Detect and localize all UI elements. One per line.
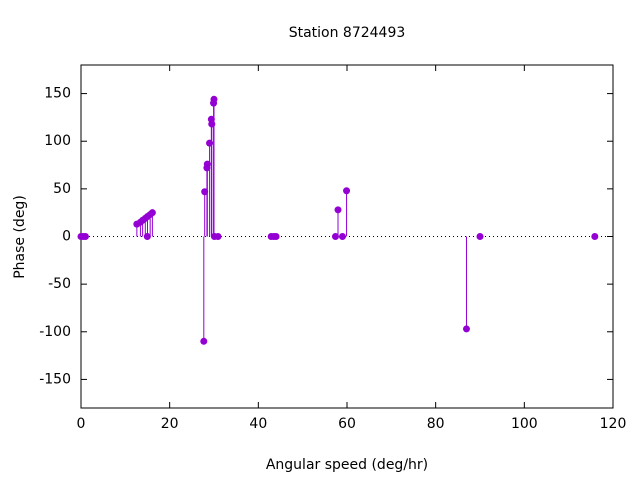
point [334, 206, 342, 214]
chart-title: Station 8724493 [289, 25, 406, 41]
point [272, 233, 280, 240]
point [214, 233, 222, 240]
point [331, 233, 339, 240]
y-tick-label: -100 [39, 324, 71, 340]
y-axis-label: Phase (deg) [12, 195, 28, 279]
x-tick-label: 80 [427, 416, 445, 432]
y-tick-label: 0 [62, 229, 71, 245]
point [343, 187, 351, 195]
point [81, 233, 89, 240]
y-tick-label: 100 [44, 133, 71, 149]
x-tick-label: 120 [600, 416, 627, 432]
x-axis-label: Angular speed (deg/hr) [266, 457, 428, 473]
y-tick-label: 150 [44, 86, 71, 102]
point [591, 233, 599, 240]
point [462, 325, 470, 333]
y-tick-label: -50 [48, 276, 71, 292]
point [200, 337, 208, 345]
x-tick-label: 20 [161, 416, 179, 432]
y-tick-label: 50 [53, 181, 71, 197]
point [210, 95, 218, 103]
x-tick-label: 100 [511, 416, 538, 432]
x-tick-label: 60 [338, 416, 356, 432]
point [338, 233, 346, 240]
x-tick-label: 0 [77, 416, 86, 432]
y-tick-label: -150 [39, 371, 71, 387]
point [148, 209, 156, 217]
x-tick-label: 40 [249, 416, 267, 432]
point [476, 233, 484, 240]
